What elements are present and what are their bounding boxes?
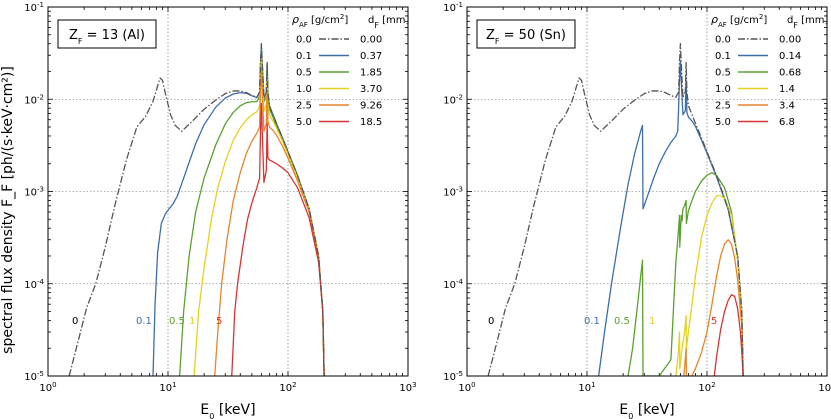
y-tick-label: 10-2 (443, 93, 463, 106)
legend-density-value: 5.0 (296, 117, 312, 128)
legend: ρAF [g/cm2] dF [mm] 0.0 0.00 0.1 0.37 0.5 1.85 1… (292, 13, 410, 128)
y-tick-label: 10-5 (443, 370, 463, 383)
curve-annotation: 1 (649, 316, 655, 327)
legend-density-value: 0.0 (715, 35, 731, 46)
curve-annotation: 0 (72, 316, 78, 327)
y-tick-label: 10-2 (24, 93, 44, 106)
legend-density-value: 1.0 (296, 84, 312, 95)
series-line-0.5 (627, 172, 744, 376)
curve-annotation: 0 (488, 316, 494, 327)
legend-thickness-value: 0.37 (360, 51, 382, 62)
legend-density-value: 0.5 (715, 68, 731, 79)
x-tick-label: 102 (698, 381, 715, 394)
series-group (68, 43, 325, 376)
series-line-1.0 (675, 195, 744, 376)
element-label: ZF = 13 (Al) (69, 28, 145, 46)
y-tick-label: 10-5 (24, 370, 44, 383)
curve-annotation: 0.5 (614, 316, 630, 327)
legend-density-value: 5.0 (715, 117, 731, 128)
legend-header-density: ρAF [g/cm2] (292, 13, 348, 29)
curve-annotation: 0.1 (136, 316, 152, 327)
legend-thickness-value: 0.00 (779, 35, 801, 46)
x-axis-label: E0 [keV] (200, 402, 255, 419)
legend-thickness-value: 0.14 (779, 51, 801, 62)
series-group (487, 43, 744, 376)
grid (48, 7, 408, 376)
legend-thickness-value: 1.4 (779, 84, 795, 95)
element-label: ZF = 50 (Sn) (486, 28, 566, 46)
legend-density-value: 0.5 (296, 68, 312, 79)
curve-annotation: 5 (216, 316, 222, 327)
y-tick-label: 10-3 (443, 186, 463, 199)
x-tick-label: 102 (279, 381, 296, 394)
legend-density-value: 1.0 (715, 84, 731, 95)
x-tick-label: 103 (399, 381, 416, 394)
series-line-2.5 (214, 67, 325, 376)
legend-thickness-value: 0.68 (779, 68, 801, 79)
legend-thickness-value: 3.4 (779, 101, 795, 112)
legend-density-value: 2.5 (715, 101, 731, 112)
curve-annotation: 0.5 (169, 316, 185, 327)
series-line-0.5 (178, 48, 325, 376)
series-line-0.0 (487, 43, 744, 376)
legend-density-value: 0.1 (296, 51, 312, 62)
x-tick-label: 103 (818, 381, 831, 394)
legend: ρAF [g/cm2] dF [mm] 0.0 0.00 0.1 0.14 0.5 0.68 1… (711, 13, 829, 128)
curve-annotation: 5 (711, 316, 717, 327)
legend-thickness-value: 6.8 (779, 117, 795, 128)
element-label-box (476, 19, 576, 49)
y-tick-label: 10-1 (24, 1, 44, 14)
legend-density-value: 0.0 (296, 35, 312, 46)
legend-thickness-value: 1.85 (360, 68, 382, 79)
legend-header-density: ρAF [g/cm2] (711, 13, 767, 29)
legend-density-value: 2.5 (296, 101, 312, 112)
series-line-0.0 (68, 43, 325, 376)
legend-header-thickness: dF [mm] (787, 15, 829, 30)
y-axis-label: spectral flux density F_F [ph/(s·keV·cm²… (0, 66, 16, 354)
x-axis-label: E0 [keV] (619, 402, 674, 419)
y-tick-label: 10-4 (24, 278, 44, 291)
x-tick-label: 100 (39, 381, 56, 394)
element-label-box (57, 19, 157, 49)
plot-frame (466, 6, 828, 377)
y-tick-label: 10-1 (443, 1, 463, 14)
grid (467, 7, 827, 376)
y-tick-label: 10-3 (24, 186, 44, 199)
series-line-2.5 (683, 239, 744, 376)
chart-panel-right: 100 101 102 103 10-5 10-4 10-3 10-2 10-1 E0 [keV]… (443, 1, 831, 419)
legend-thickness-value: 0.00 (360, 35, 382, 46)
curve-annotation: 0.1 (584, 316, 600, 327)
series-line-5.0 (713, 294, 744, 376)
x-tick-label: 100 (458, 381, 475, 394)
legend-thickness-value: 18.5 (360, 117, 382, 128)
y-tick-label: 10-4 (443, 278, 463, 291)
x-tick-label: 101 (578, 381, 595, 394)
legend-thickness-value: 3.70 (360, 84, 382, 95)
series-line-0.1 (597, 60, 744, 376)
legend-header-thickness: dF [mm] (368, 15, 410, 30)
legend-density-value: 0.1 (715, 51, 731, 62)
chart-panel-left: 100 101 102 103 10-5 10-4 10-3 10-2 10-1 E0 [keV]… (24, 1, 416, 419)
legend-thickness-value: 9.26 (360, 101, 382, 112)
curve-annotation: 1 (189, 316, 195, 327)
y-axis-label-text: spectral flux density F_F [ph/(s·keV·cm²… (0, 66, 16, 354)
plot-frame (47, 6, 409, 377)
x-tick-label: 101 (159, 381, 176, 394)
series-line-5.0 (231, 102, 325, 376)
